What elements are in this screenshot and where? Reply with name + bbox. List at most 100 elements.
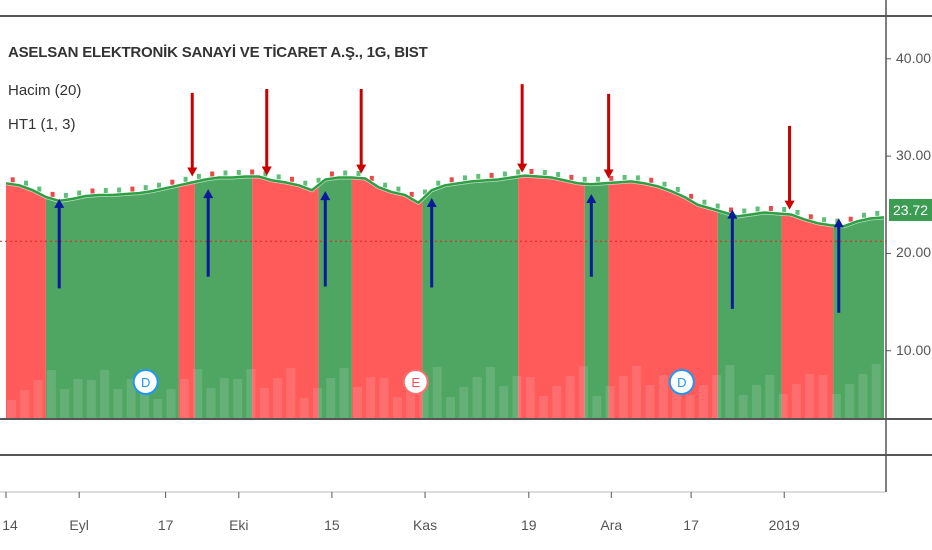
volume-bar [645, 385, 655, 418]
sell-arrow-head [356, 164, 367, 174]
volume-bar [698, 385, 708, 418]
regime-band-9 [584, 183, 609, 418]
candle [822, 217, 827, 223]
sell-arrow-head [603, 169, 614, 179]
volume-bar [725, 365, 735, 418]
volume-bar [499, 386, 509, 418]
volume-bar [193, 369, 203, 418]
signal-arrows [54, 84, 844, 313]
candle [250, 169, 255, 175]
volume-bar [565, 376, 575, 418]
candle [476, 173, 481, 179]
volume-bar [33, 380, 43, 418]
volume-bar [246, 369, 256, 418]
candle [622, 174, 627, 180]
candle [423, 189, 427, 195]
sell-arrow-head [784, 200, 795, 210]
regime-band-0 [6, 183, 46, 418]
volume-bar [512, 376, 522, 418]
candle [848, 216, 853, 222]
volume-bar [100, 370, 110, 418]
ht-line [0, 173, 886, 242]
candle [90, 188, 95, 194]
event-marker [402, 369, 429, 395]
candle [569, 174, 574, 180]
candle [795, 209, 800, 215]
event-marker [668, 369, 695, 395]
volume-bar [366, 377, 376, 418]
candle [755, 206, 760, 212]
candle [768, 206, 773, 211]
buy-arrow-head [320, 191, 331, 201]
pane-borders [0, 0, 932, 498]
volume-bar [166, 389, 176, 418]
buy-arrow-head [586, 194, 597, 204]
volume-bar [339, 368, 349, 418]
buy-arrow-head [833, 218, 844, 228]
candle [236, 170, 241, 175]
chart-title: ASELSAN ELEKTRONİK SANAYİ VE TİCARET A.Ş… [8, 44, 428, 61]
candle [50, 191, 55, 197]
volume-bar [113, 389, 123, 418]
candle [463, 175, 467, 181]
x-tick-label: Eki [229, 517, 249, 533]
volume-bar [73, 379, 83, 418]
volume-bar [432, 367, 442, 418]
candle [649, 177, 654, 183]
volume-bar [712, 375, 722, 418]
regime-band-13 [833, 217, 884, 418]
volume-bar [20, 390, 30, 418]
candle [702, 199, 707, 205]
regime-band-12 [781, 213, 834, 418]
candle [183, 176, 188, 182]
x-tick-label: Eyl [69, 517, 89, 533]
volume-bar [392, 397, 402, 418]
candle [63, 192, 68, 198]
candle [689, 193, 694, 199]
last-price-tag: 23.72 [889, 199, 932, 221]
volume-bar [259, 388, 269, 418]
volume-bar [765, 375, 775, 418]
candle [276, 174, 281, 180]
volume-bar [379, 378, 389, 418]
volume-bar [605, 386, 615, 418]
y-tick-label: 30.00 [896, 147, 932, 164]
x-tick-label: 17 [157, 517, 174, 533]
ht-line-path [5, 174, 885, 228]
volume-bar [472, 377, 482, 418]
candle [396, 186, 401, 192]
regime-band-5 [318, 177, 352, 418]
candle [10, 177, 15, 183]
volume-bar [805, 374, 815, 418]
volume-bar [326, 378, 336, 418]
candle [143, 185, 148, 191]
x-tick-label: 15 [324, 517, 340, 533]
sell-arrow-head [187, 167, 198, 177]
volume-bar [858, 374, 868, 418]
volume-bar [46, 370, 56, 418]
y-tick-label: 20.00 [896, 244, 932, 261]
buy-arrow-head [203, 189, 214, 199]
buy-arrow-head [426, 197, 437, 207]
candle [130, 186, 135, 192]
volume-bar [685, 395, 695, 418]
candle [675, 187, 680, 192]
candle [556, 172, 561, 177]
regime-band-4 [252, 176, 319, 418]
volume-bar [672, 376, 682, 418]
candle [875, 210, 880, 216]
volume-bar [831, 394, 841, 418]
volume-bar [299, 398, 309, 418]
volume-bar [286, 368, 296, 418]
regime-band-8 [518, 175, 585, 418]
candle [223, 170, 228, 176]
candle [489, 172, 494, 178]
candle [436, 180, 441, 186]
candle [316, 177, 321, 183]
volume-bar [618, 376, 628, 418]
candle [808, 214, 813, 220]
candle [516, 169, 521, 175]
x-tick-label: Ara [600, 517, 623, 533]
